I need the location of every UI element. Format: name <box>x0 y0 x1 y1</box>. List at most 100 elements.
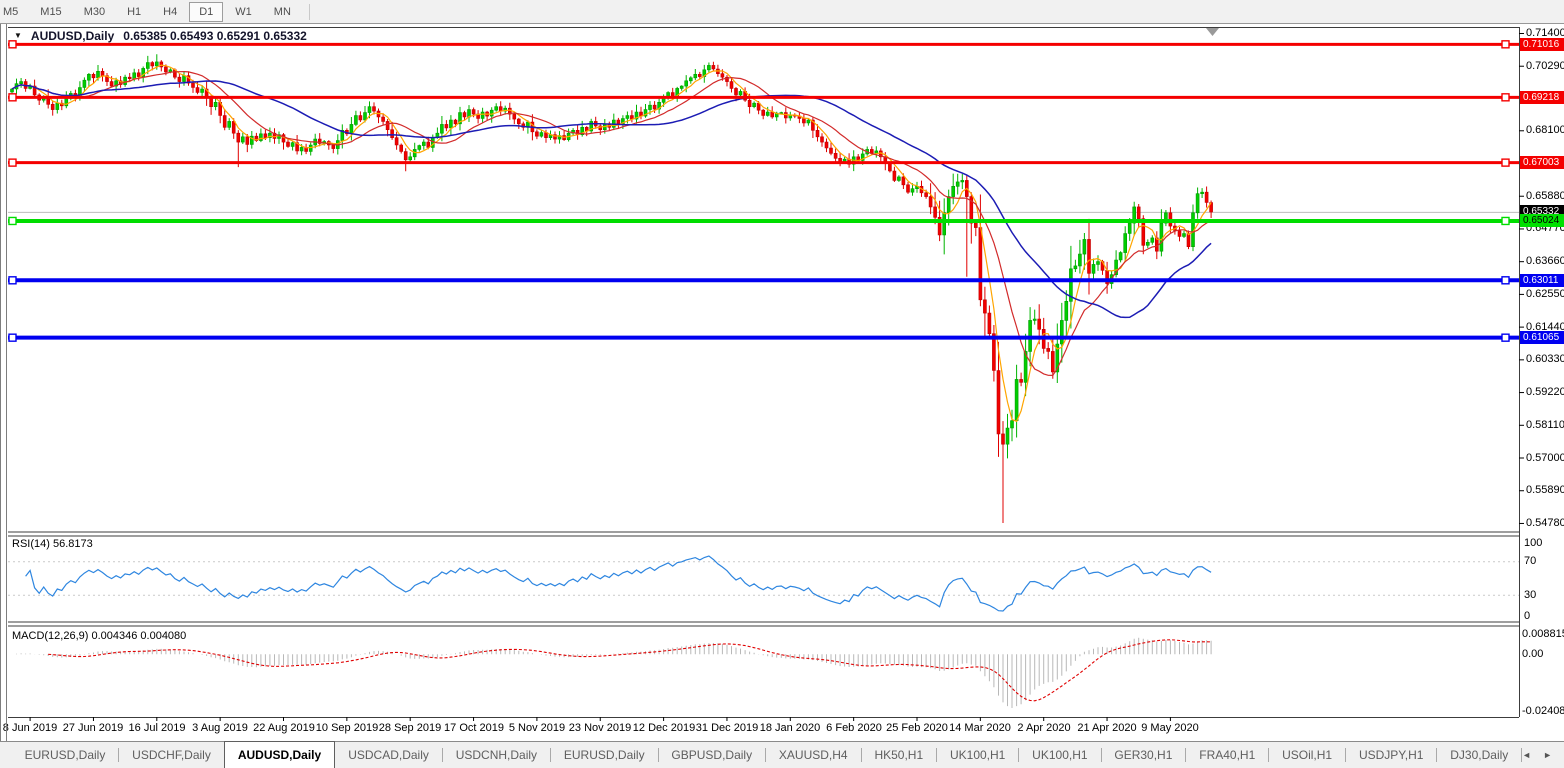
level-anchor-left <box>8 93 17 102</box>
moving-average-5 <box>11 64 1212 423</box>
time-axis-label: 12 Dec 2019 <box>632 722 696 734</box>
tab-divider <box>1185 748 1187 762</box>
price-axis-label: 0.59220 <box>1526 386 1564 398</box>
chart-tab-uk100-h1[interactable]: UK100,H1 <box>949 748 1006 762</box>
tab-divider <box>1018 748 1020 762</box>
price-axis-label: 0.63660 <box>1526 255 1564 267</box>
timeframe-button-h4[interactable]: H4 <box>163 5 178 18</box>
chart-header: ▼ AUDUSD,Daily 0.65385 0.65493 0.65291 0… <box>14 29 307 43</box>
tab-divider <box>936 748 937 762</box>
level-anchor-left <box>8 40 17 49</box>
tab-scroll-arrows: ◄ ► <box>1522 742 1564 768</box>
rsi-indicator-label: RSI(14) 56.8173 <box>12 538 93 550</box>
price-axis-label: 0.57000 <box>1526 452 1564 464</box>
tab-divider <box>657 748 659 762</box>
chart-tab-eurusd-daily[interactable]: EURUSD,Daily <box>563 748 645 762</box>
rsi-axis-label: 70 <box>1524 555 1537 567</box>
price-axis-label: 0.65880 <box>1526 190 1564 202</box>
chart-tab-gbpusd-daily[interactable]: GBPUSD,Daily <box>671 748 753 762</box>
timeframe-button-w1[interactable]: W1 <box>235 5 252 18</box>
price-axis-label: 0.68100 <box>1526 124 1564 136</box>
tab-divider <box>1345 748 1346 762</box>
time-axis-label: 21 Apr 2020 <box>1077 722 1137 734</box>
chart-tab-usoil-h1[interactable]: USOil,H1 <box>1282 748 1333 762</box>
time-axis-label: 27 Jun 2019 <box>62 722 124 734</box>
bear-candle-wicks <box>25 60 1212 523</box>
time-axis-label: 14 Mar 2020 <box>949 722 1011 734</box>
price-badge: 0.65024 <box>1520 214 1564 227</box>
last-bar-marker-icon <box>1206 28 1219 36</box>
rsi-axis-label: 100 <box>1524 537 1543 549</box>
price-axis-label: 0.70290 <box>1526 60 1564 72</box>
level-anchor-right <box>1501 158 1510 167</box>
tab-divider <box>550 748 551 762</box>
level-anchor-left <box>8 333 17 342</box>
price-axis-label: 0.61440 <box>1526 321 1564 333</box>
tab-divider <box>441 748 443 762</box>
chart-tab-dj30-daily[interactable]: DJ30,Daily <box>1450 748 1509 762</box>
level-anchor-right <box>1501 93 1510 102</box>
chart-tab-usdchf-daily[interactable]: USDCHF,Daily <box>132 748 211 762</box>
tab-divider <box>1100 748 1102 762</box>
rsi-axis-label: 0 <box>1524 610 1531 622</box>
time-axis-label: 23 Nov 2019 <box>568 722 632 734</box>
timeframe-button-mn[interactable]: MN <box>273 5 291 18</box>
price-badge: 0.67003 <box>1520 156 1564 169</box>
time-axis-label: 3 Aug 2019 <box>192 722 248 734</box>
chart-tab-usdcnh-daily[interactable]: USDCNH,Daily <box>455 748 538 762</box>
time-axis-label: 28 Sep 2019 <box>378 722 442 734</box>
tab-divider <box>1268 748 1270 762</box>
chart-tab-audusd-daily[interactable]: AUDUSD,Daily <box>223 741 336 768</box>
macd-indicator-label: MACD(12,26,9) 0.004346 0.004080 <box>12 630 187 642</box>
window-left-border-inner <box>6 24 7 741</box>
level-anchor-left <box>8 158 17 167</box>
tabbar-left-gap <box>0 742 12 768</box>
tab-scroll-right-icon[interactable]: ► <box>1543 750 1552 760</box>
timeframe-button-d1[interactable]: D1 <box>189 1 224 22</box>
level-anchor-right <box>1501 333 1510 342</box>
chart-tab-fra40-h1[interactable]: FRA40,H1 <box>1199 748 1256 762</box>
timeframe-button-h1[interactable]: H1 <box>127 5 142 18</box>
chart-tab-usdcad-daily[interactable]: USDCAD,Daily <box>348 748 429 762</box>
macd-signal-line <box>48 639 1212 702</box>
time-axis-label: 2 Apr 2020 <box>1017 722 1071 734</box>
time-axis-label: 18 Jan 2020 <box>759 722 821 734</box>
price-badge: 0.71016 <box>1520 38 1564 51</box>
level-anchor-left <box>8 276 17 285</box>
price-badge: 0.69218 <box>1520 91 1564 104</box>
level-anchor-right <box>1501 40 1510 49</box>
time-axis-label: 6 Feb 2020 <box>826 722 882 734</box>
chart-tab-ger30-h1[interactable]: GER30,H1 <box>1114 748 1173 762</box>
price-axis-label: 0.71400 <box>1526 27 1564 39</box>
time-axis-label: 25 Feb 2020 <box>886 722 948 734</box>
chart-tab-usdjpy-h1[interactable]: USDJPY,H1 <box>1358 748 1424 762</box>
chart-tab-uk100-h1[interactable]: UK100,H1 <box>1032 748 1088 762</box>
chart-tab-bar: EURUSD,Daily USDCHF,Daily AUDUSD,Daily USDC… <box>0 741 1564 768</box>
tab-divider <box>118 748 120 762</box>
time-axis-label: 17 Oct 2019 <box>444 722 504 734</box>
chart-tab-hk50-h1[interactable]: HK50,H1 <box>874 748 924 762</box>
tab-divider <box>1521 748 1523 762</box>
level-anchor-right <box>1501 276 1510 285</box>
tab-divider <box>860 748 862 762</box>
timeframe-button-m5[interactable]: M5 <box>3 5 19 18</box>
timeframe-button-m15[interactable]: M15 <box>40 5 62 18</box>
moving-average-13 <box>11 70 1212 377</box>
macd-axis-label: 0.00 <box>1522 648 1544 660</box>
time-axis-label: 31 Dec 2019 <box>695 722 759 734</box>
timeframe-button-m30[interactable]: M30 <box>83 5 106 18</box>
time-axis-label: 16 Jul 2019 <box>128 722 186 734</box>
symbol-dropdown-icon[interactable]: ▼ <box>14 30 22 40</box>
chart-tab-xauusd-h4[interactable]: XAUUSD,H4 <box>778 748 848 762</box>
level-anchor-right <box>1501 216 1510 226</box>
chart-title: AUDUSD,Daily <box>30 29 115 43</box>
tab-scroll-left-icon[interactable]: ◄ <box>1522 750 1532 760</box>
time-axis-label: 9 May 2020 <box>1141 722 1199 734</box>
chart-tab-eurusd-daily[interactable]: EURUSD,Daily <box>24 748 106 762</box>
time-axis-label: 10 Sep 2019 <box>315 722 379 734</box>
toolbar-separator <box>308 3 310 20</box>
time-axis-label: 8 Jun 2019 <box>2 722 58 734</box>
bull-candle-bodies <box>10 61 1204 445</box>
